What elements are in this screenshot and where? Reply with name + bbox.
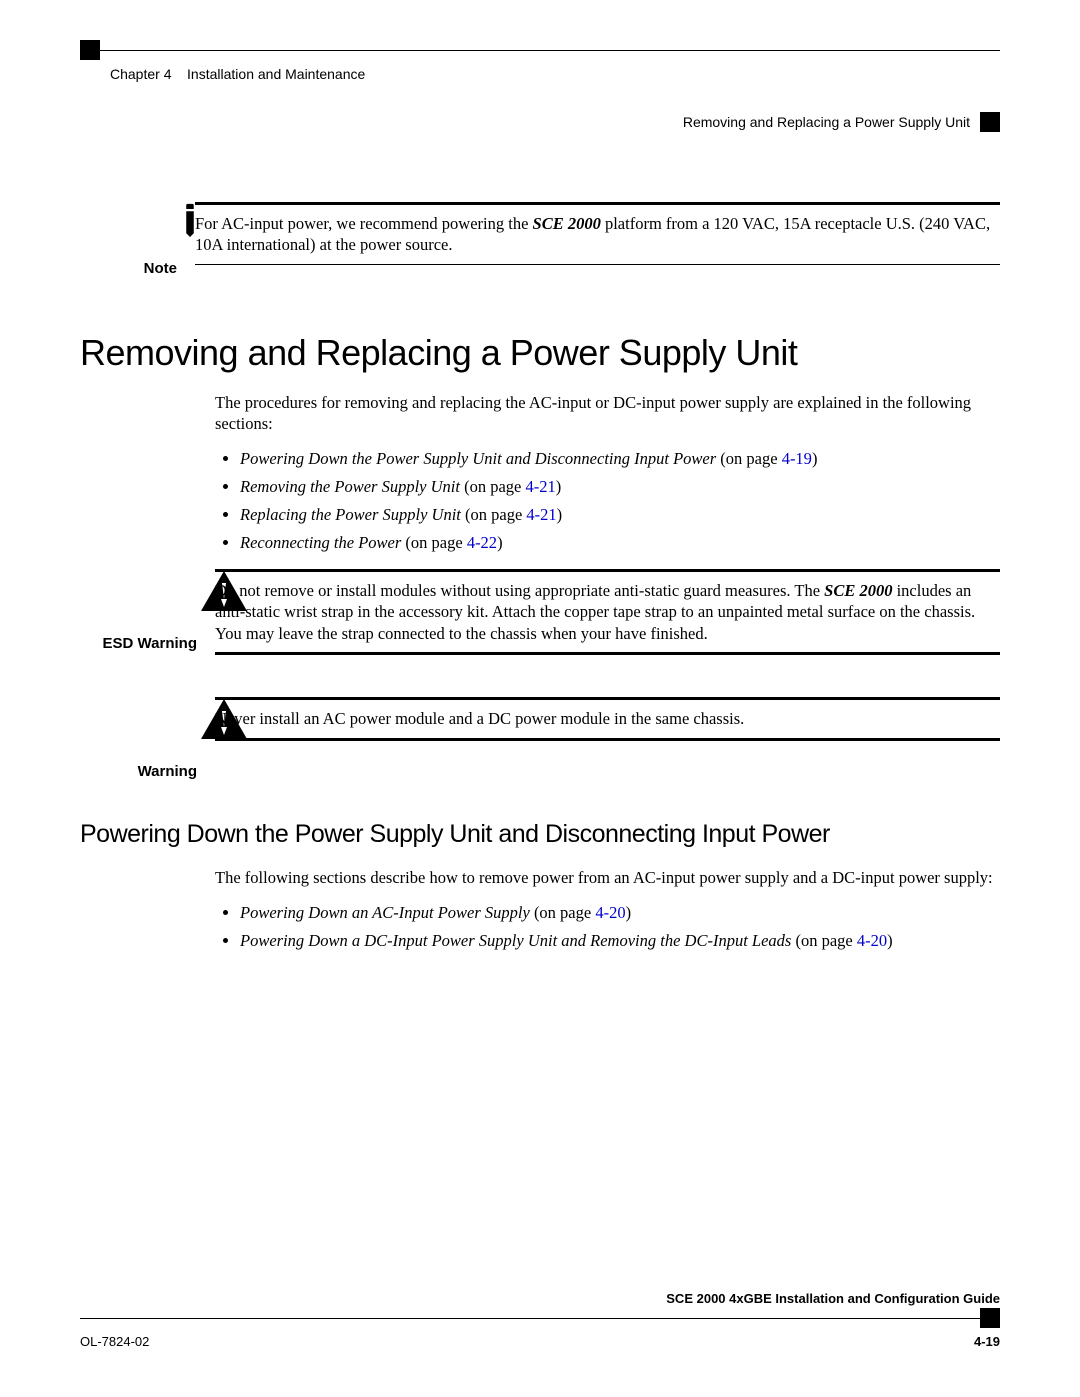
onpage-text: (on page (401, 533, 467, 552)
intro2-paragraph: The following sections describe how to r… (215, 867, 1000, 888)
header-rule (100, 50, 1000, 51)
heading-2: Powering Down the Power Supply Unit and … (80, 820, 1000, 849)
esd-content: Do not remove or install modules without… (215, 569, 1000, 663)
page-reference-link[interactable]: 4-21 (526, 505, 556, 524)
section-marker-box (980, 112, 1000, 132)
close-paren: ) (812, 449, 818, 468)
close-paren: ) (557, 505, 563, 524)
document-page: Chapter 4 Installation and Maintenance R… (0, 0, 1080, 1397)
chapter-title: Installation and Maintenance (187, 66, 365, 82)
subsection-link-list: Powering Down an AC-Input Power Supply (… (240, 903, 1000, 951)
warning-bottom-rule (215, 738, 1000, 741)
close-paren: ) (556, 477, 562, 496)
link-title: Powering Down the Power Supply Unit and … (240, 449, 716, 468)
note-pre: For AC-input power, we recommend powerin… (195, 214, 533, 233)
esd-warning-block: ESD Warning Do not remove or install mod… (80, 569, 1000, 663)
note-platform: SCE 2000 (533, 214, 601, 233)
heading-1: Removing and Replacing a Power Supply Un… (80, 332, 1000, 374)
note-text: For AC-input power, we recommend powerin… (195, 213, 1000, 256)
section-header-row: Removing and Replacing a Power Supply Un… (80, 112, 1000, 132)
onpage-text: (on page (791, 931, 857, 950)
footer-marker-box (980, 1308, 1000, 1328)
document-number: OL-7824-02 (80, 1334, 149, 1349)
close-paren: ) (887, 931, 893, 950)
onpage-text: (on page (460, 477, 526, 496)
page-reference-link[interactable]: 4-20 (595, 903, 625, 922)
list-item: Reconnecting the Power (on page 4-22) (240, 533, 1000, 553)
close-paren: ) (626, 903, 632, 922)
esd-top-rule (215, 569, 1000, 572)
header-marker-box (80, 40, 100, 60)
page-footer: SCE 2000 4xGBE Installation and Configur… (80, 1291, 1000, 1349)
list-item: Powering Down the Power Supply Unit and … (240, 449, 1000, 469)
section-link-list: Powering Down the Power Supply Unit and … (240, 449, 1000, 553)
section-title-header: Removing and Replacing a Power Supply Un… (683, 114, 970, 130)
running-header: Chapter 4 Installation and Maintenance (110, 66, 1000, 82)
warning-label: Warning (138, 763, 197, 780)
chapter-label: Chapter 4 (110, 66, 171, 82)
note-bottom-rule (195, 264, 1000, 265)
header-rule-row (80, 40, 1000, 60)
note-top-rule (195, 202, 1000, 205)
footer-guide-title: SCE 2000 4xGBE Installation and Configur… (80, 1291, 1000, 1306)
esd-platform: SCE 2000 (824, 581, 892, 600)
esd-pre: Do not remove or install modules without… (215, 581, 824, 600)
link-title: Powering Down a DC-Input Power Supply Un… (240, 931, 791, 950)
note-icon-column: Note (80, 202, 195, 277)
list-item: Removing the Power Supply Unit (on page … (240, 477, 1000, 497)
onpage-text: (on page (716, 449, 782, 468)
footer-rule-row (80, 1308, 1000, 1328)
list-item: Replacing the Power Supply Unit (on page… (240, 505, 1000, 525)
warning-content: Never install an AC power module and a D… (215, 697, 1000, 748)
page-reference-link[interactable]: 4-21 (526, 477, 556, 496)
footer-rule (80, 1318, 980, 1319)
list-item: Powering Down an AC-Input Power Supply (… (240, 903, 1000, 923)
close-paren: ) (497, 533, 503, 552)
page-number: 4-19 (974, 1334, 1000, 1349)
link-title: Reconnecting the Power (240, 533, 401, 552)
page-reference-link[interactable]: 4-20 (857, 931, 887, 950)
warning-text: Never install an AC power module and a D… (215, 708, 1000, 729)
link-title: Removing the Power Supply Unit (240, 477, 460, 496)
warning-top-rule (215, 697, 1000, 700)
onpage-text: (on page (530, 903, 596, 922)
warning-icon-column: ESD Warning (80, 569, 215, 652)
esd-text: Do not remove or install modules without… (215, 580, 1000, 644)
page-reference-link[interactable]: 4-22 (467, 533, 497, 552)
link-title: Replacing the Power Supply Unit (240, 505, 461, 524)
onpage-text: (on page (461, 505, 527, 524)
page-reference-link[interactable]: 4-19 (782, 449, 812, 468)
warning-block: Warning Never install an AC power module… (80, 697, 1000, 780)
note-content: For AC-input power, we recommend powerin… (195, 202, 1000, 265)
esd-warning-label: ESD Warning (103, 635, 197, 652)
esd-bottom-rule (215, 652, 1000, 655)
link-title: Powering Down an AC-Input Power Supply (240, 903, 530, 922)
intro-paragraph: The procedures for removing and replacin… (215, 392, 1000, 435)
list-item: Powering Down a DC-Input Power Supply Un… (240, 931, 1000, 951)
note-label: Note (144, 260, 177, 277)
footer-meta-row: OL-7824-02 4-19 (80, 1334, 1000, 1349)
note-block: Note For AC-input power, we recommend po… (80, 202, 1000, 277)
warning-icon-column: Warning (80, 697, 215, 780)
